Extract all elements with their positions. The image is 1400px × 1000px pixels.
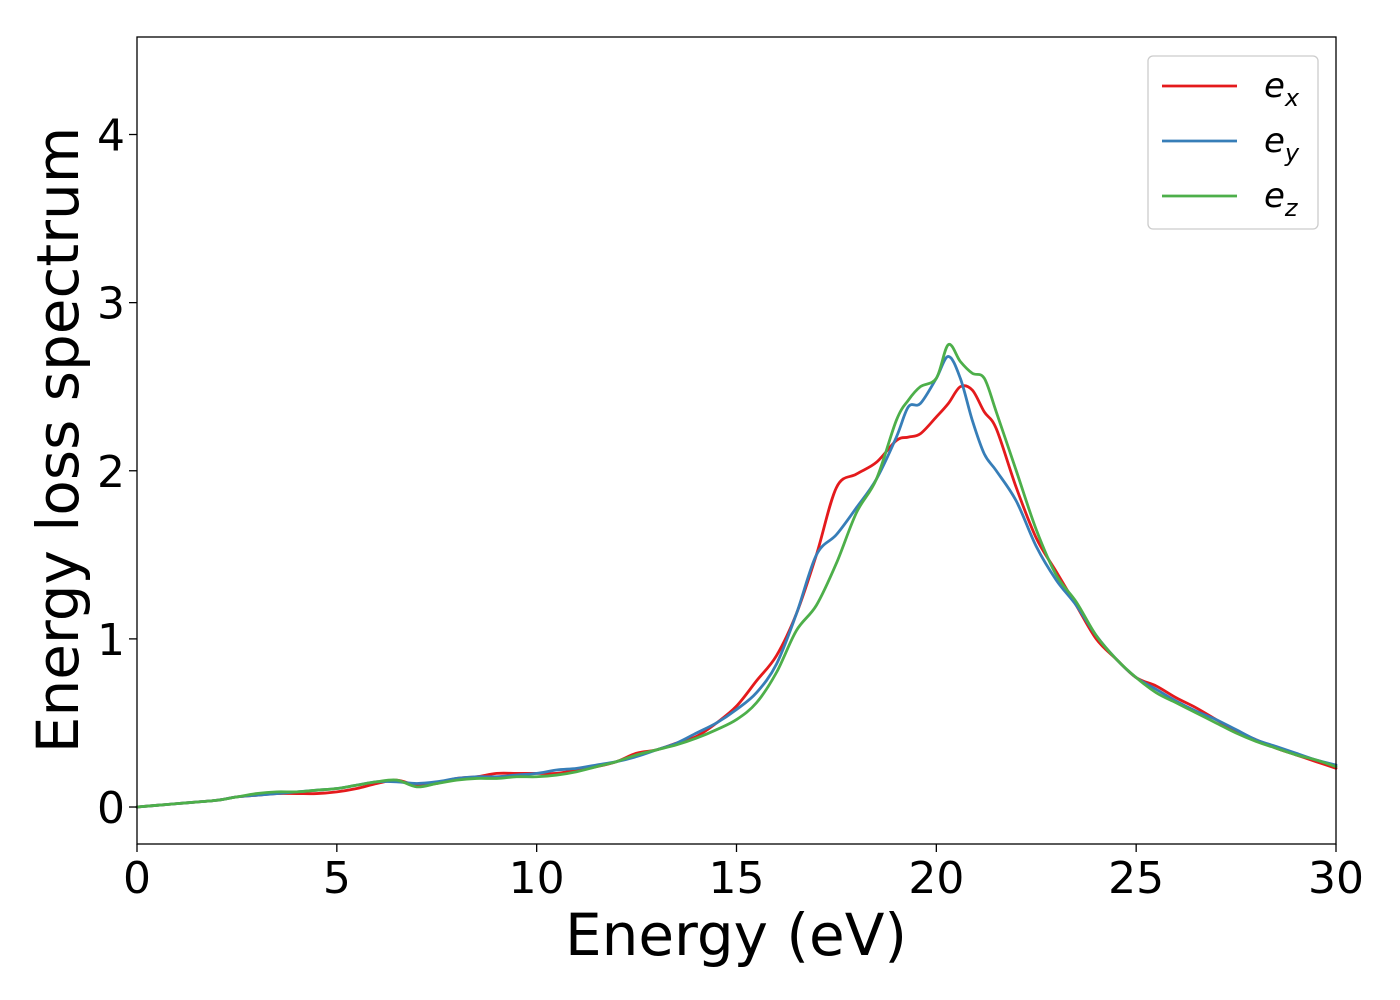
legend-label-z: ez: [1264, 176, 1299, 222]
y-tick-label: 2: [97, 447, 125, 498]
legend-label-y: ey: [1264, 121, 1300, 167]
legend-label-x: ex: [1264, 66, 1300, 112]
axes-layer: 0 5 10 15 20 25 30 0 1 2 3 4: [97, 111, 1364, 904]
x-axis-title: Energy (eV): [565, 901, 907, 969]
x-tick-label: 25: [1108, 853, 1164, 904]
x-tick-label: 20: [908, 853, 964, 904]
y-tick-label: 1: [97, 615, 125, 666]
y-tick-label: 4: [97, 111, 125, 162]
x-tick-label: 30: [1308, 853, 1364, 904]
y-axis-title: Energy loss spectrum: [24, 127, 92, 753]
y-tick-label: 3: [97, 279, 125, 330]
x-tick-label: 10: [509, 853, 565, 904]
x-tick-label: 0: [123, 853, 151, 904]
legend-frame: [1147, 55, 1319, 230]
x-tick-label: 5: [323, 853, 351, 904]
legend: ex ey ez: [1147, 55, 1319, 230]
x-tick-label: 15: [709, 853, 765, 904]
series-line-z: [135, 342, 1338, 809]
series-layer: [135, 342, 1338, 809]
y-tick-label: 0: [97, 783, 125, 834]
